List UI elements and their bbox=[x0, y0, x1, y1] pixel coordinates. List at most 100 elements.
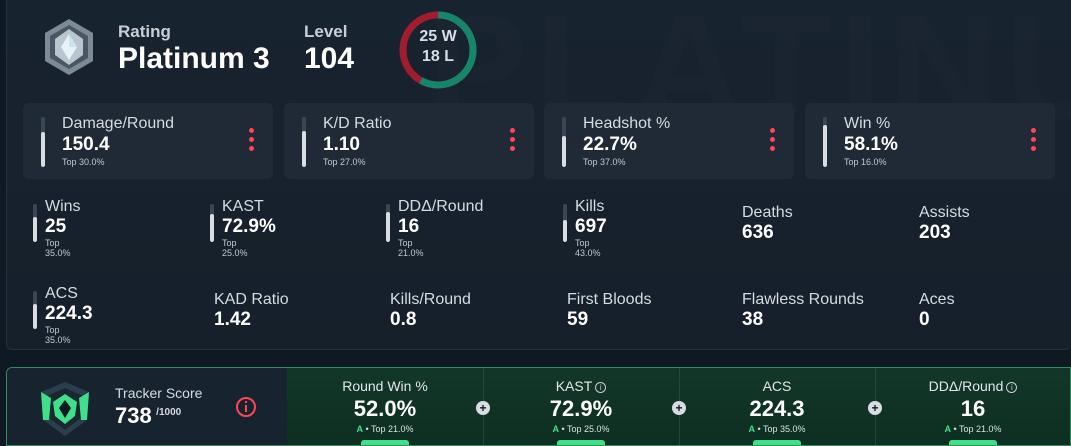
percentile-bar bbox=[823, 117, 827, 167]
tracker-metric-percentile: • Top 21.0% bbox=[362, 424, 414, 434]
stat-label: Deaths bbox=[742, 204, 793, 221]
percentile-bar-fill bbox=[302, 130, 306, 167]
losses-text: 18 L bbox=[421, 48, 454, 65]
percentile-bar bbox=[33, 291, 37, 329]
grade-indicator bbox=[949, 440, 997, 445]
tracker-score-bar: Tracker Score 738 /1000 Round Win % 52.0%… bbox=[6, 367, 1071, 446]
stat-label: ACS bbox=[45, 285, 78, 302]
more-vertical-icon[interactable] bbox=[1031, 128, 1037, 154]
tracker-shield-icon bbox=[41, 382, 89, 436]
stat-value: 224.3 bbox=[45, 303, 93, 324]
percentile-bar-fill bbox=[562, 135, 566, 167]
grade-indicator bbox=[753, 440, 801, 445]
tracker-metric-label: DDΔ/Round bbox=[928, 378, 1004, 394]
stat-value: 59 bbox=[567, 309, 589, 330]
stat-card-percentile: Top 30.0% bbox=[62, 157, 105, 167]
info-icon[interactable] bbox=[235, 396, 257, 418]
tracker-metric-header: Round Win % bbox=[287, 378, 483, 394]
stat-percentile: Top 35.0% bbox=[45, 238, 71, 258]
stat-value: 203 bbox=[919, 222, 951, 243]
percentile-bar-fill bbox=[33, 217, 37, 242]
stat-value: 0 bbox=[919, 309, 930, 330]
stat-card: Damage/Round 150.4 Top 30.0% bbox=[23, 103, 273, 179]
stat-value: 38 bbox=[742, 309, 764, 330]
stat-card: Win % 58.1% Top 16.0% bbox=[805, 103, 1055, 179]
rating-label: Rating bbox=[118, 22, 171, 41]
percentile-bar bbox=[33, 204, 37, 242]
more-vertical-icon[interactable] bbox=[510, 128, 516, 154]
stat-label: First Bloods bbox=[567, 291, 652, 308]
percentile-bar-fill bbox=[386, 211, 390, 242]
tracker-metric-percentile: • Top 25.0% bbox=[558, 424, 610, 434]
grade-letter: A bbox=[944, 424, 951, 434]
tracker-metric-header: ACS bbox=[679, 378, 875, 394]
info-icon[interactable]: i bbox=[595, 382, 607, 393]
percentile-bar-fill bbox=[41, 132, 45, 167]
stat-value: 1.42 bbox=[214, 309, 251, 330]
stats-panel: PLATINUM Rating Platinum 3 Level 104 25 … bbox=[6, 0, 1071, 350]
stat-label: KAST bbox=[222, 198, 264, 215]
tracker-metric: KAST i 72.9% A • Top 25.0% bbox=[483, 368, 679, 445]
tracker-metric-label: KAST bbox=[555, 378, 593, 394]
stat-percentile: Top 35.0% bbox=[45, 325, 71, 345]
stat-percentile: Top 25.0% bbox=[222, 238, 248, 258]
tracker-metric-grade: A • Top 21.0% bbox=[875, 424, 1070, 434]
stat-value: 0.8 bbox=[390, 309, 417, 330]
percentile-bar-fill bbox=[563, 220, 567, 242]
stat-value: 25 bbox=[45, 216, 67, 237]
stat-card-label: Damage/Round bbox=[62, 115, 175, 132]
percentile-bar bbox=[563, 204, 567, 242]
tracker-score-value-group: 738 /1000 bbox=[115, 403, 181, 429]
win-arc bbox=[399, 11, 477, 89]
tracker-metric-grade: A • Top 21.0% bbox=[287, 424, 483, 434]
stat-label: Aces bbox=[919, 291, 955, 308]
wins-text: 25 W bbox=[419, 28, 457, 45]
tracker-metric-percentile: • Top 35.0% bbox=[754, 424, 806, 434]
more-vertical-icon[interactable] bbox=[249, 128, 255, 154]
stat-value: 16 bbox=[398, 216, 420, 237]
stat-value: 72.9% bbox=[222, 216, 276, 237]
percentile-bar bbox=[386, 204, 390, 242]
plus-icon[interactable]: + bbox=[476, 401, 490, 415]
plus-icon[interactable]: + bbox=[868, 401, 882, 415]
tracker-metric-value: 16 bbox=[960, 396, 986, 421]
percentile-bar bbox=[41, 117, 45, 167]
percentile-bar bbox=[210, 204, 214, 242]
tracker-metric-header: DDΔ/Round i bbox=[875, 378, 1070, 394]
tracker-metric: Round Win % 52.0% A • Top 21.0% bbox=[287, 368, 483, 445]
stat-percentile: Top 43.0% bbox=[575, 238, 601, 258]
tracker-metric-label: ACS bbox=[762, 378, 792, 394]
stat-card-label: K/D Ratio bbox=[323, 115, 392, 132]
stat-card-label: Headshot % bbox=[583, 115, 671, 132]
info-icon[interactable]: i bbox=[1006, 382, 1018, 393]
stat-card-percentile: Top 37.0% bbox=[583, 157, 626, 167]
grade-indicator bbox=[557, 440, 605, 445]
stat-label: Kills bbox=[575, 198, 605, 215]
tracker-score-label: Tracker Score bbox=[115, 385, 203, 401]
percentile-bar-fill bbox=[210, 213, 214, 242]
stat-label: Assists bbox=[919, 204, 970, 221]
grade-indicator bbox=[361, 440, 409, 445]
tracker-metric-value: 72.9% bbox=[549, 396, 613, 421]
percentile-bar-fill bbox=[33, 304, 37, 329]
more-vertical-icon[interactable] bbox=[770, 128, 776, 154]
stat-percentile: Top 21.0% bbox=[398, 238, 424, 258]
plus-icon[interactable]: + bbox=[672, 401, 686, 415]
stat-label: Flawless Rounds bbox=[742, 291, 864, 308]
win-loss-text: 25 W 18 L bbox=[397, 27, 479, 67]
stat-card: K/D Ratio 1.10 Top 27.0% bbox=[284, 103, 534, 179]
tracker-metrics: Round Win % 52.0% A • Top 21.0% KAST i 72.9% A… bbox=[287, 368, 1070, 445]
stat-label: Wins bbox=[45, 198, 81, 215]
grade-letter: A bbox=[356, 424, 363, 434]
tracker-score-value: 738 bbox=[115, 403, 152, 428]
percentile-bar bbox=[302, 117, 306, 167]
level-label: Level bbox=[304, 22, 348, 41]
stat-value: 697 bbox=[575, 216, 607, 237]
stat-card-value: 22.7% bbox=[583, 134, 637, 155]
tracker-metric-header: KAST i bbox=[483, 378, 679, 394]
tracker-metric-label: Round Win % bbox=[342, 378, 428, 394]
stat-card-percentile: Top 16.0% bbox=[844, 157, 887, 167]
stat-card-label: Win % bbox=[844, 115, 891, 132]
grade-letter: A bbox=[748, 424, 755, 434]
win-loss-ring bbox=[399, 11, 477, 89]
